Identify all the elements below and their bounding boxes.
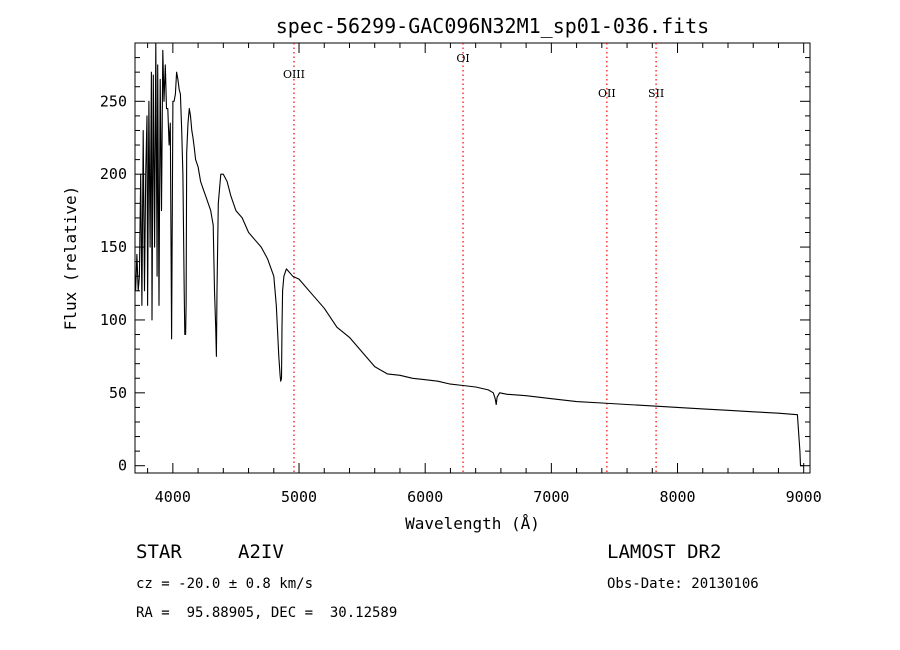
y-tick-label: 250 [100, 92, 127, 110]
plot-frame [134, 42, 811, 474]
y-tick-label: 150 [100, 238, 127, 256]
y-axis-label: Flux (relative) [61, 186, 80, 331]
x-tick-label: 9000 [786, 488, 822, 506]
object-class: STAR [136, 541, 182, 563]
y-tick-label: 50 [109, 384, 127, 402]
x-tick-label: 8000 [659, 488, 695, 506]
x-tick-label: 7000 [533, 488, 569, 506]
emission-marker-label: SII [648, 87, 664, 100]
y-tick-label: 100 [100, 311, 127, 329]
emission-marker-label: OIII [283, 68, 305, 81]
spectral-subclass: A2IV [238, 541, 284, 563]
x-tick-label: 4000 [155, 488, 191, 506]
chart-title: spec-56299-GAC096N32M1_sp01-036.fits [276, 14, 709, 38]
spectrum-series-line [135, 42, 804, 467]
x-tick-label: 6000 [407, 488, 443, 506]
x-axis-label: Wavelength (Å) [405, 514, 540, 533]
sky-coordinates: RA = 95.88905, DEC = 30.12589 [136, 605, 398, 621]
redshift-velocity: cz = -20.0 ± 0.8 km/s [136, 576, 314, 592]
observation-date: Obs-Date: 20130106 [607, 576, 759, 592]
emission-marker-label: OI [456, 52, 469, 65]
survey-name: LAMOST DR2 [607, 541, 722, 563]
y-tick-label: 0 [118, 457, 127, 475]
y-tick-label: 200 [100, 165, 127, 183]
x-tick-label: 5000 [281, 488, 317, 506]
emission-marker-label: OII [598, 87, 616, 100]
